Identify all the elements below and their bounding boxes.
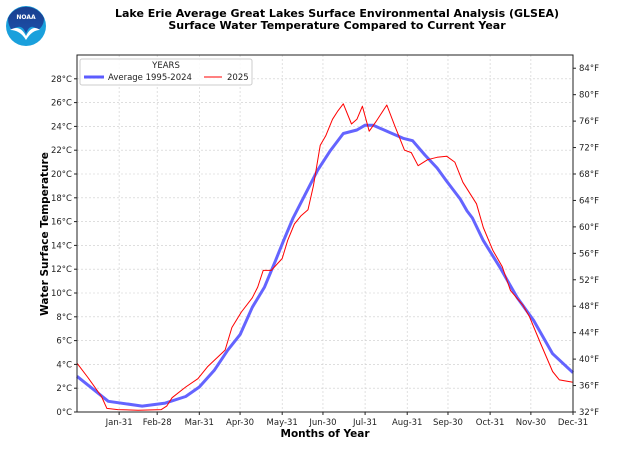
y-right-tick-label: 48°F — [579, 302, 599, 312]
x-axis-label: Months of Year — [281, 428, 371, 440]
legend-title: YEARS — [151, 61, 180, 71]
x-tick-label: Mar-31 — [185, 418, 214, 428]
x-tick-label: Jan-31 — [105, 418, 133, 428]
y-right-tick-label: 68°F — [579, 170, 599, 180]
plot-frame — [76, 54, 574, 413]
legend: YEARS Average 1995-2024 2025 — [79, 58, 253, 86]
y-tick-label: 16°C — [51, 218, 72, 228]
y-tick-label: 0°C — [56, 408, 72, 418]
svg-text:NOAA: NOAA — [16, 14, 36, 21]
y-right-tick-label: 36°F — [579, 382, 599, 392]
y-tick-label: 26°C — [51, 99, 72, 109]
y-right-tick-label: 76°F — [579, 117, 599, 127]
y-right-tick-label: 80°F — [579, 91, 599, 101]
y-tick-label: 24°C — [51, 122, 72, 132]
y-right-tick-label: 40°F — [579, 355, 599, 365]
legend-label-2025: 2025 — [227, 73, 249, 83]
y-right-tick-label: 32°F — [579, 408, 599, 418]
x-tick-label: Aug-31 — [392, 418, 422, 428]
y-tick-label: 4°C — [56, 360, 72, 370]
x-tick-label: May-31 — [267, 418, 298, 428]
y-tick-label: 10°C — [51, 289, 72, 299]
y-right-tick-label: 52°F — [579, 276, 599, 286]
y-tick-label: 14°C — [51, 241, 72, 251]
y-right-tick-label: 56°F — [579, 249, 599, 259]
x-tick-label: Jun-30 — [308, 418, 336, 428]
series-line-average — [76, 123, 575, 408]
y-right-tick-label: 60°F — [579, 223, 599, 233]
chart-title: Lake Erie Average Great Lakes Surface En… — [115, 7, 559, 20]
y-tick-label: 6°C — [56, 337, 72, 347]
y-right-tick-label: 84°F — [579, 64, 599, 74]
y-tick-label: 28°C — [51, 75, 72, 85]
y-tick-label: 22°C — [51, 146, 72, 156]
series-line-2025 — [76, 103, 574, 411]
y-tick-label: 8°C — [56, 313, 72, 323]
chart-subtitle: Surface Water Temperature Compared to Cu… — [168, 19, 506, 32]
y-right-tick-label: 44°F — [579, 329, 599, 339]
x-tick-label: Nov-30 — [516, 418, 546, 428]
y-axis-label: Water Surface Temperature — [39, 152, 51, 316]
x-tick-label: Sep-30 — [433, 418, 463, 428]
x-tick-label: Jul-31 — [352, 418, 377, 428]
y-right-tick-label: 64°F — [579, 196, 599, 206]
x-tick-label: Oct-31 — [476, 418, 505, 428]
x-tick-label: Feb-28 — [143, 418, 172, 428]
x-tick-label: Apr-30 — [226, 418, 254, 428]
legend-label-average: Average 1995-2024 — [108, 73, 192, 83]
y-tick-label: 20°C — [51, 170, 72, 180]
y-tick-label: 2°C — [56, 384, 72, 394]
y-right-tick-label: 72°F — [579, 144, 599, 154]
noaa-logo: NOAA — [6, 6, 46, 46]
y-tick-label: 12°C — [51, 265, 72, 275]
y-tick-label: 18°C — [51, 194, 72, 204]
x-tick-label: Dec-31 — [558, 418, 588, 428]
